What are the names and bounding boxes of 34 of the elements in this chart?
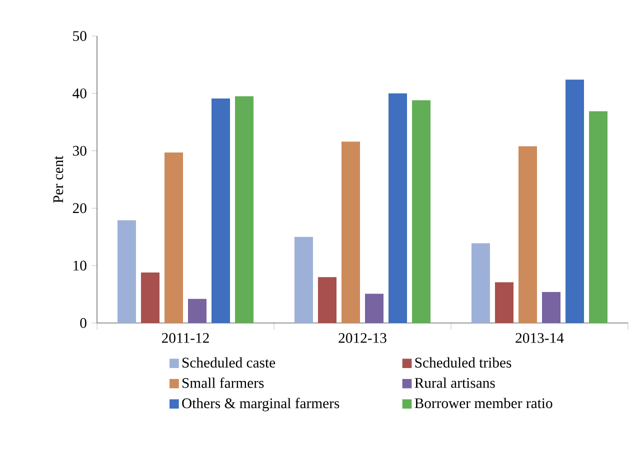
legend-label: Borrower member ratio bbox=[414, 398, 552, 408]
bar bbox=[494, 282, 514, 323]
legend-label: Rural artisans bbox=[414, 378, 495, 388]
y-tick-label: 20 bbox=[72, 203, 86, 214]
bar bbox=[388, 93, 408, 323]
bar bbox=[589, 111, 608, 323]
bar bbox=[188, 298, 207, 323]
bar bbox=[365, 294, 384, 323]
bar bbox=[164, 152, 184, 323]
bar bbox=[471, 243, 490, 323]
bar bbox=[518, 146, 537, 323]
y-tick-label: 40 bbox=[72, 88, 86, 98]
legend-label: Scheduled tribes bbox=[415, 357, 512, 368]
bar bbox=[140, 272, 160, 323]
x-tick-label: 2013-14 bbox=[516, 333, 564, 343]
legend-label: Scheduled caste bbox=[182, 357, 276, 368]
bar bbox=[341, 142, 360, 323]
x-tick-label: 2012-13 bbox=[338, 333, 386, 343]
bar bbox=[318, 277, 336, 323]
y-tick-label: 10 bbox=[74, 260, 86, 271]
y-tick-label: 50 bbox=[73, 31, 86, 41]
y-tick-label: 0 bbox=[80, 318, 86, 328]
bar bbox=[412, 100, 431, 323]
x-tick-label: 2011-12 bbox=[162, 333, 209, 343]
legend-label: Small farmers bbox=[182, 377, 264, 388]
bar bbox=[542, 292, 560, 323]
bar bbox=[566, 80, 584, 323]
bar bbox=[294, 236, 313, 323]
legend-label: Others & marginal farmers bbox=[182, 398, 340, 412]
bar bbox=[212, 98, 230, 323]
y-tick-label: 30 bbox=[73, 146, 86, 156]
bar bbox=[235, 96, 254, 323]
y-axis-title: Per cent bbox=[53, 156, 64, 203]
bar bbox=[117, 220, 136, 323]
